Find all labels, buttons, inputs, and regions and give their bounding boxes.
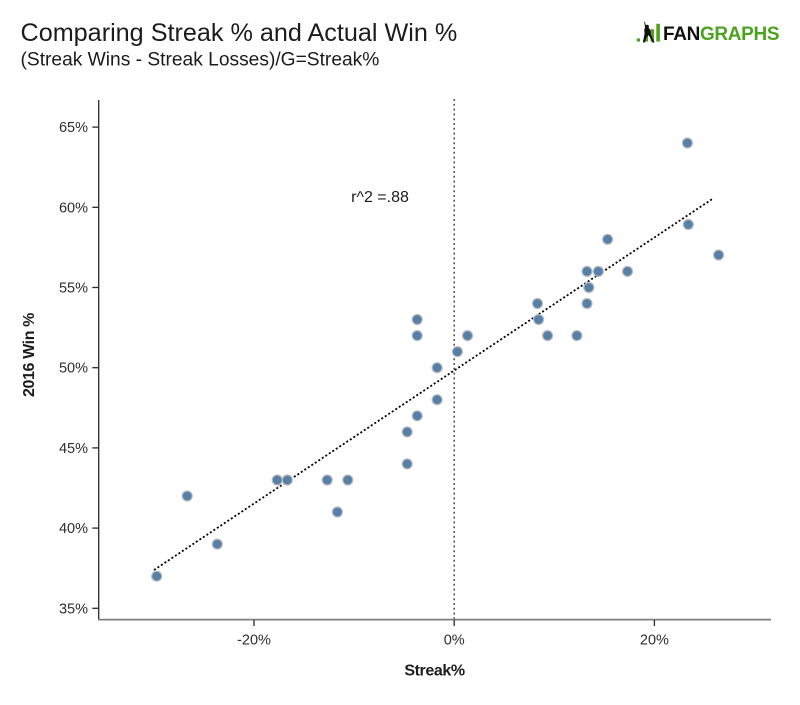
svg-text:55%: 55% bbox=[59, 281, 88, 297]
svg-text:0%: 0% bbox=[444, 633, 465, 649]
svg-text:35%: 35% bbox=[59, 601, 88, 617]
svg-text:45%: 45% bbox=[59, 441, 88, 457]
svg-text:2016 Win %: 2016 Win % bbox=[21, 313, 38, 397]
svg-text:60%: 60% bbox=[59, 200, 88, 216]
svg-text:-20%: -20% bbox=[237, 633, 271, 649]
svg-text:20%: 20% bbox=[640, 633, 669, 649]
svg-text:Streak%: Streak% bbox=[404, 663, 465, 680]
svg-text:50%: 50% bbox=[59, 361, 88, 377]
svg-text:65%: 65% bbox=[59, 120, 88, 136]
svg-text:(Streak Wins - Streak Losses)/: (Streak Wins - Streak Losses)/G=Streak% bbox=[21, 50, 380, 71]
svg-text:FANGRAPHS: FANGRAPHS bbox=[663, 24, 779, 45]
svg-text:Comparing Streak % and Actual: Comparing Streak % and Actual Win % bbox=[21, 19, 458, 47]
svg-text:r^2 =.88: r^2 =.88 bbox=[351, 189, 409, 206]
svg-text:40%: 40% bbox=[59, 521, 88, 537]
